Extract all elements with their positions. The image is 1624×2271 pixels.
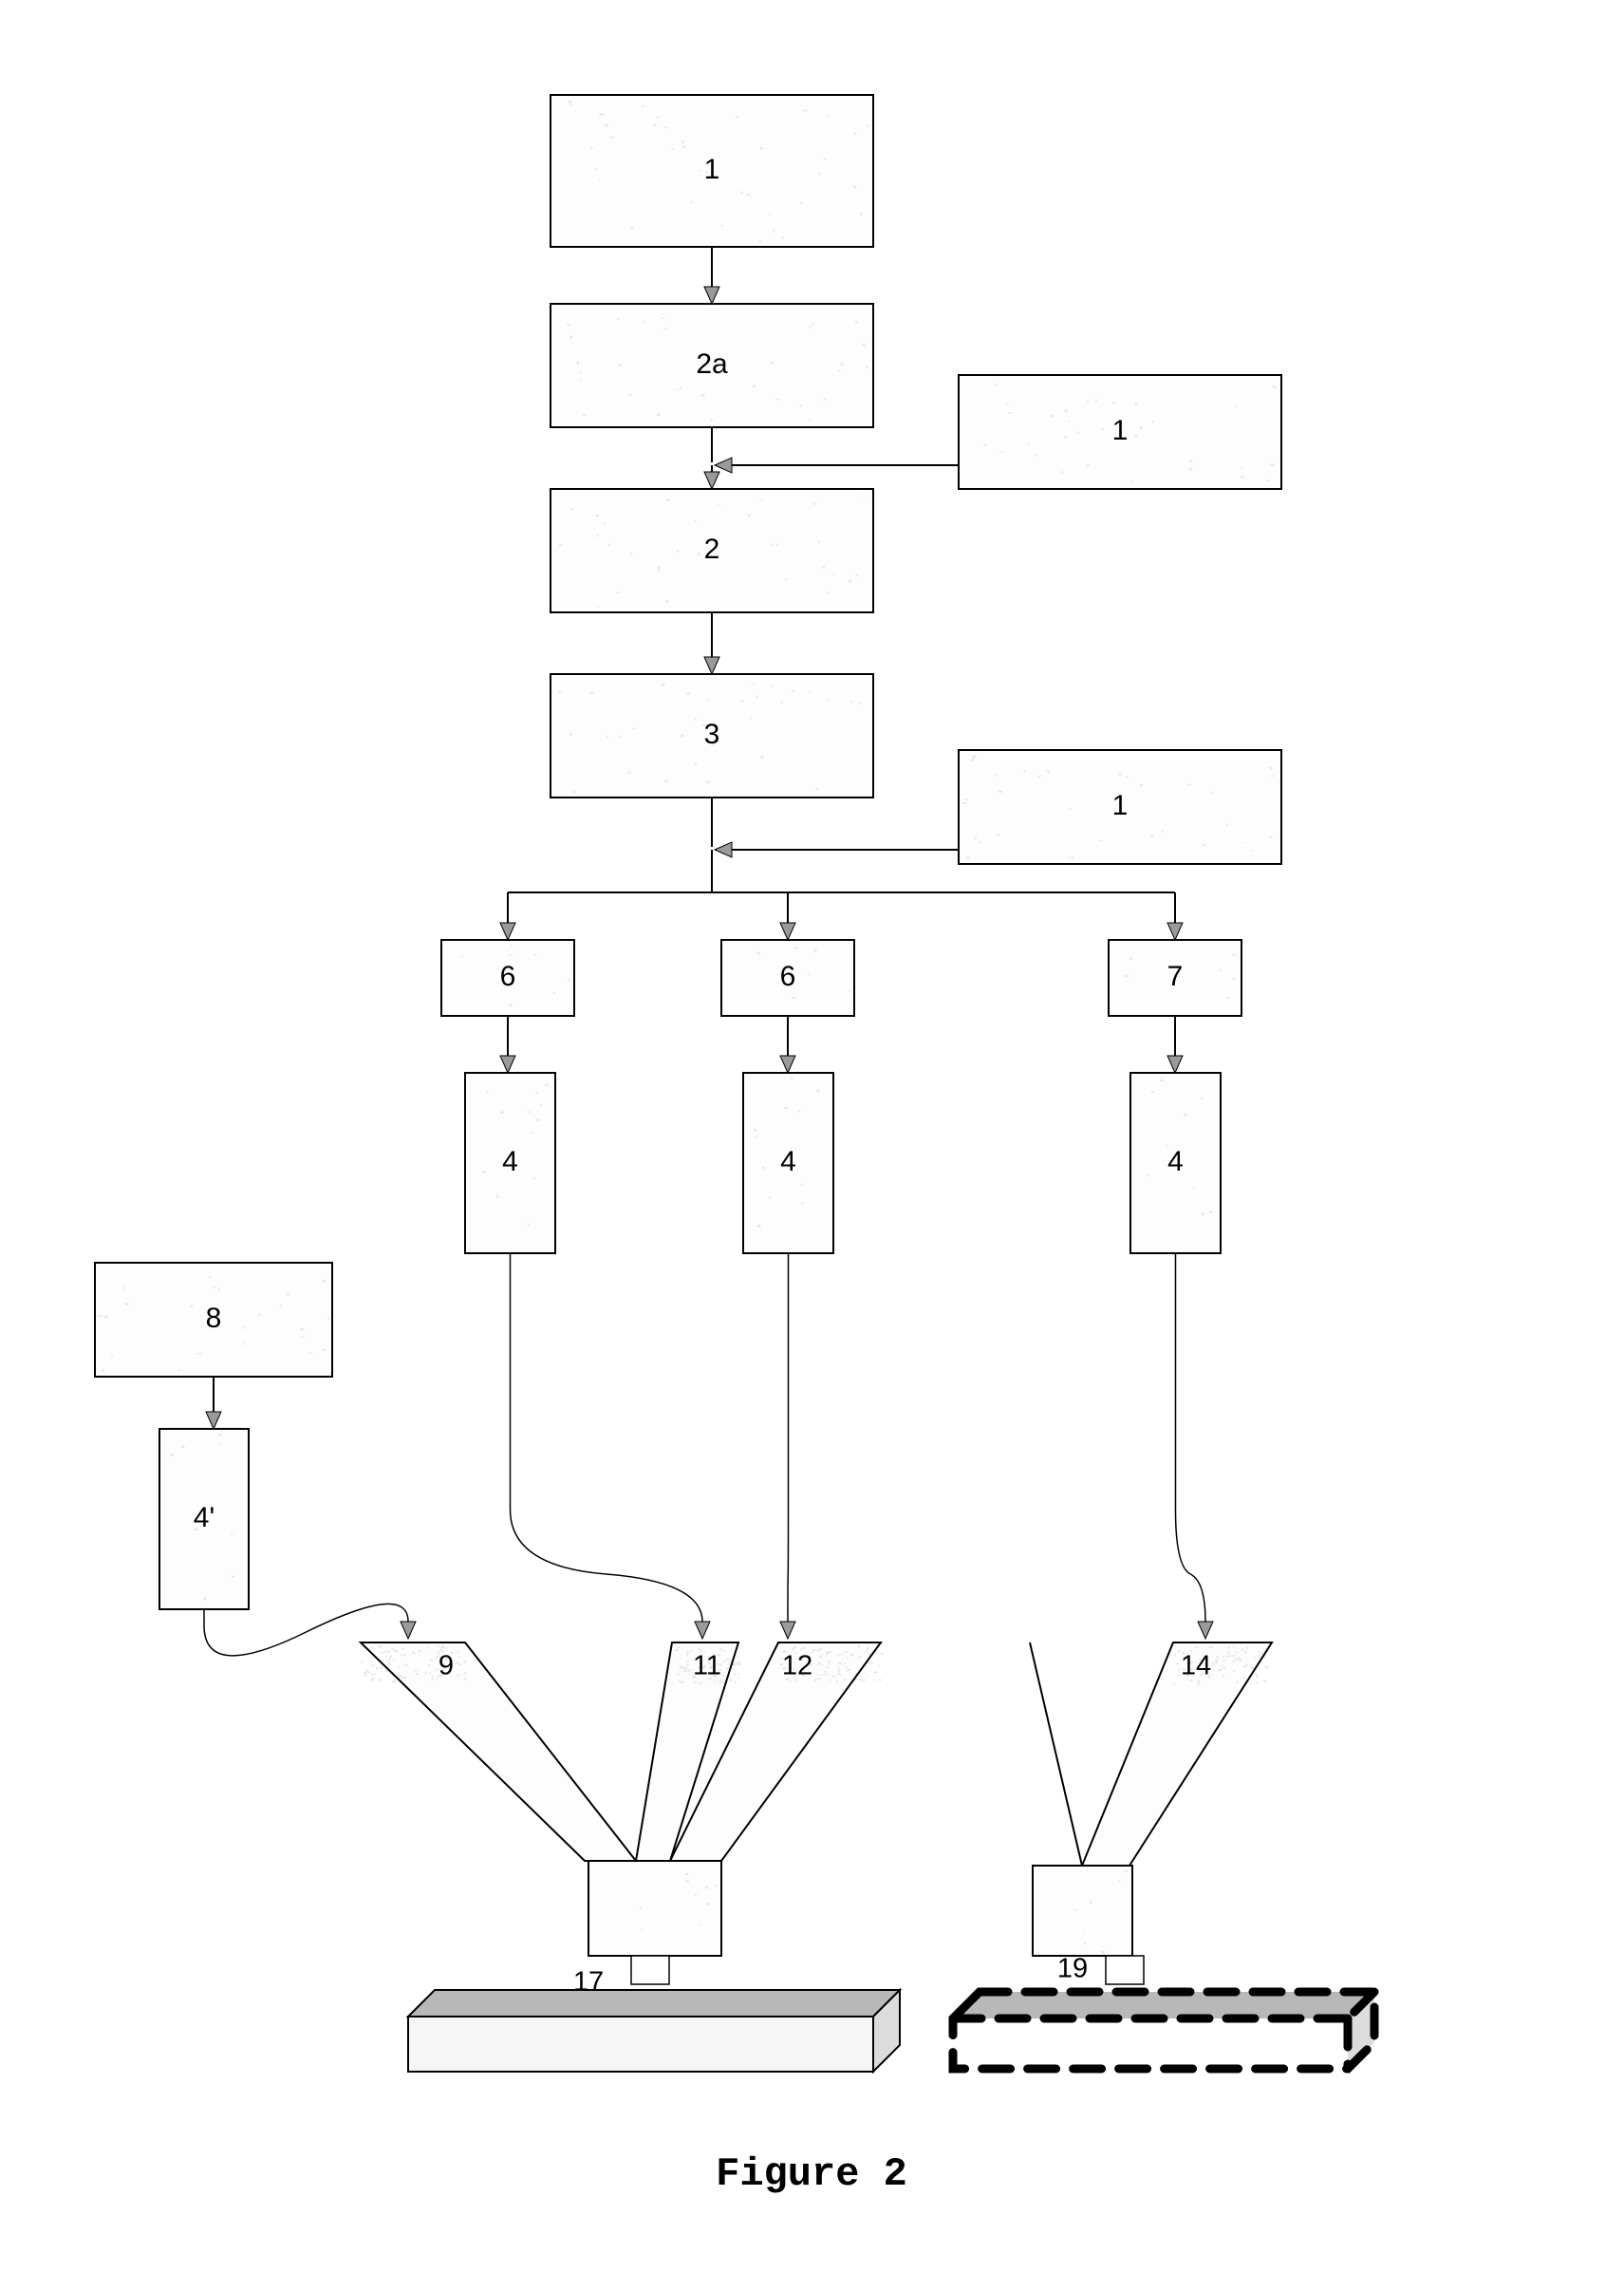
hopper-14-label: 14 xyxy=(1181,1651,1211,1681)
node-n6_l-label: 6 xyxy=(500,961,516,992)
node-n1_top: 1 xyxy=(551,95,873,247)
node-n2-label: 2 xyxy=(704,534,720,565)
right-nozzle xyxy=(1106,1956,1144,1984)
diagram-canvas: 12a123166744484'91112171419Figure 2 xyxy=(0,0,1624,2271)
plate-right xyxy=(953,1992,1374,2069)
node-n4_r-label: 4 xyxy=(1167,1146,1184,1177)
node-n4_l: 4 xyxy=(465,1073,555,1253)
node-n1_r1-label: 1 xyxy=(1112,415,1129,446)
node-n7-label: 7 xyxy=(1167,961,1184,992)
node-n4p-label: 4' xyxy=(194,1502,215,1533)
node-n4_m-label: 4 xyxy=(780,1146,796,1177)
node-n4_m: 4 xyxy=(743,1073,833,1253)
hopper-14: 14 xyxy=(1082,1642,1272,1866)
right-mix-chamber xyxy=(1033,1866,1132,1956)
node-n8: 8 xyxy=(95,1263,332,1377)
node-n6_r-label: 6 xyxy=(780,961,796,992)
left-mix-chamber xyxy=(588,1861,721,1956)
node-n3: 3 xyxy=(551,674,873,798)
hopper-9-label: 9 xyxy=(439,1651,454,1681)
node-n3-label: 3 xyxy=(704,719,720,750)
hopper-9: 9 xyxy=(361,1642,636,1861)
node-n4_l-label: 4 xyxy=(502,1146,518,1177)
node-n6_r: 6 xyxy=(721,940,854,1016)
node-n2a-label: 2a xyxy=(696,348,728,380)
node-n8-label: 8 xyxy=(206,1303,222,1334)
node-n4p: 4' xyxy=(159,1429,249,1609)
node-n7: 7 xyxy=(1109,940,1241,1016)
node-n1_r2-label: 1 xyxy=(1112,790,1129,821)
node-n2: 2 xyxy=(551,489,873,612)
hopper-12-label: 12 xyxy=(782,1651,812,1681)
hopper-11-label: 11 xyxy=(693,1651,721,1681)
right-nozzle-label: 19 xyxy=(1057,1954,1088,1984)
node-n1_top-label: 1 xyxy=(704,154,720,185)
node-n1_r2: 1 xyxy=(959,750,1281,864)
node-n2a: 2a xyxy=(551,304,873,427)
node-n6_l: 6 xyxy=(441,940,574,1016)
node-n4_r: 4 xyxy=(1130,1073,1221,1253)
figure-caption: Figure 2 xyxy=(716,2151,907,2197)
left-nozzle xyxy=(631,1956,669,1984)
node-n1_r1: 1 xyxy=(959,375,1281,489)
plate-left xyxy=(408,1990,900,2072)
